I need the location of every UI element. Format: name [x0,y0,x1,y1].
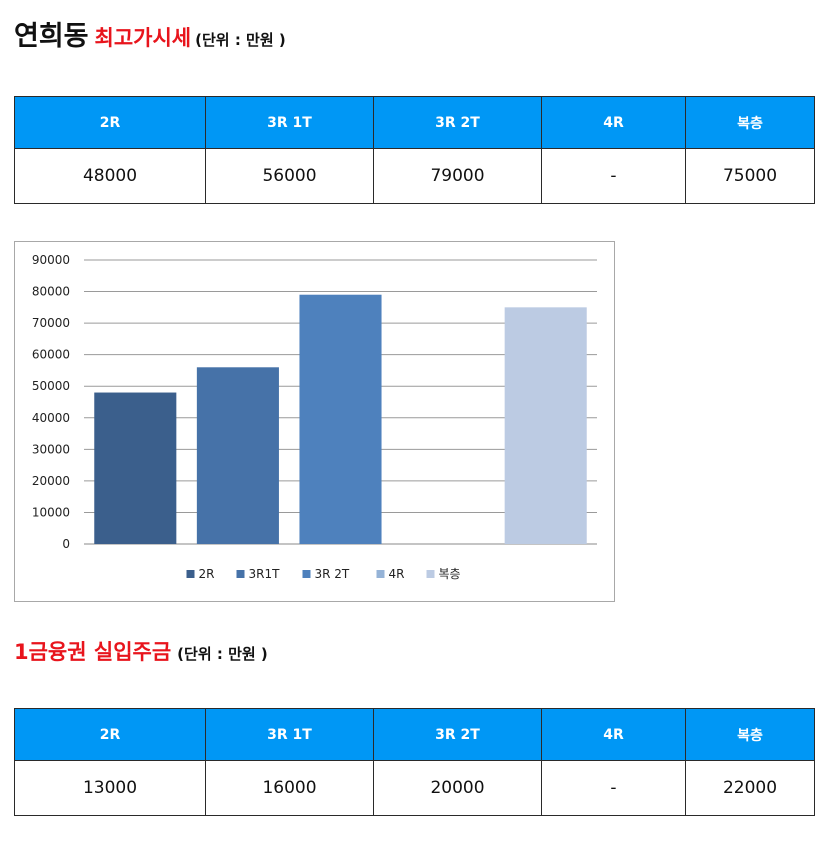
y-tick-label: 0 [62,537,70,551]
value-cell: 79000 [373,148,542,204]
y-tick-label: 20000 [32,474,70,488]
value-cell: 56000 [205,148,374,204]
table-row: 13000 16000 20000 - 22000 [14,760,815,816]
section1-title: 최고가시세 [94,26,192,50]
value-cell: 13000 [14,760,206,816]
y-tick-label: 60000 [32,348,70,362]
header-cell: 4R [541,708,686,761]
value-cell: 20000 [373,760,542,816]
y-tick-label: 40000 [32,411,70,425]
legend-swatch [186,570,195,578]
value-cell: - [541,760,686,816]
header-cell: 3R 2T [373,708,542,761]
legend-label: 2R [199,567,215,581]
place-name: 연희동 [14,21,89,52]
section1-heading: 연희동 최고가시세 (단위 : 만원 ) [14,14,286,53]
y-tick-label: 50000 [32,379,70,393]
y-tick-label: 10000 [32,505,70,519]
header-cell: 4R [541,96,686,149]
y-tick-label: 90000 [32,253,70,267]
header-cell: 2R [14,96,206,149]
bar [299,294,382,544]
section1-unit: (단위 : 만원 ) [195,31,286,49]
legend-swatch [426,570,435,578]
table-row: 48000 56000 79000 - 75000 [14,148,815,204]
header-cell: 2R [14,708,206,761]
price-bar-chart: 0 10000 20000 30000 40000 50000 60000 70000 8000… [14,241,615,602]
legend-label: 3R 2T [315,567,350,581]
bar [504,307,587,544]
table-header-row: 2R 3R 1T 3R 2T 4R 복층 [14,708,815,761]
value-cell: 75000 [685,148,815,204]
section2-title: 1금융권 실입주금 [14,640,172,664]
legend-swatch [376,570,385,578]
legend-label: 3R1T [249,567,281,581]
legend-swatch [236,570,245,578]
legend-label: 복층 [439,567,461,581]
header-cell: 3R 1T [205,96,374,149]
table-header-row: 2R 3R 1T 3R 2T 4R 복층 [14,96,815,149]
section2-unit: (단위 : 만원 ) [177,645,268,663]
chart-svg: 0 10000 20000 30000 40000 50000 60000 70000 8000… [32,253,597,581]
header-cell: 복층 [685,708,815,761]
value-cell: - [541,148,686,204]
move-in-cost-table: 2R 3R 1T 3R 2T 4R 복층 13000 16000 20000 -… [14,708,815,816]
legend-label: 4R [389,567,405,581]
header-cell: 복층 [685,96,815,149]
value-cell: 48000 [14,148,206,204]
header-cell: 3R 1T [205,708,374,761]
bar [196,367,279,544]
max-price-table: 2R 3R 1T 3R 2T 4R 복층 48000 56000 79000 -… [14,96,815,204]
value-cell: 22000 [685,760,815,816]
y-tick-label: 80000 [32,285,70,299]
value-cell: 16000 [205,760,374,816]
y-tick-label: 70000 [32,316,70,330]
header-cell: 3R 2T [373,96,542,149]
bar [94,392,177,544]
y-tick-label: 30000 [32,442,70,456]
legend-swatch [302,570,311,578]
section2-heading: 1금융권 실입주금 (단위 : 만원 ) [14,636,268,666]
